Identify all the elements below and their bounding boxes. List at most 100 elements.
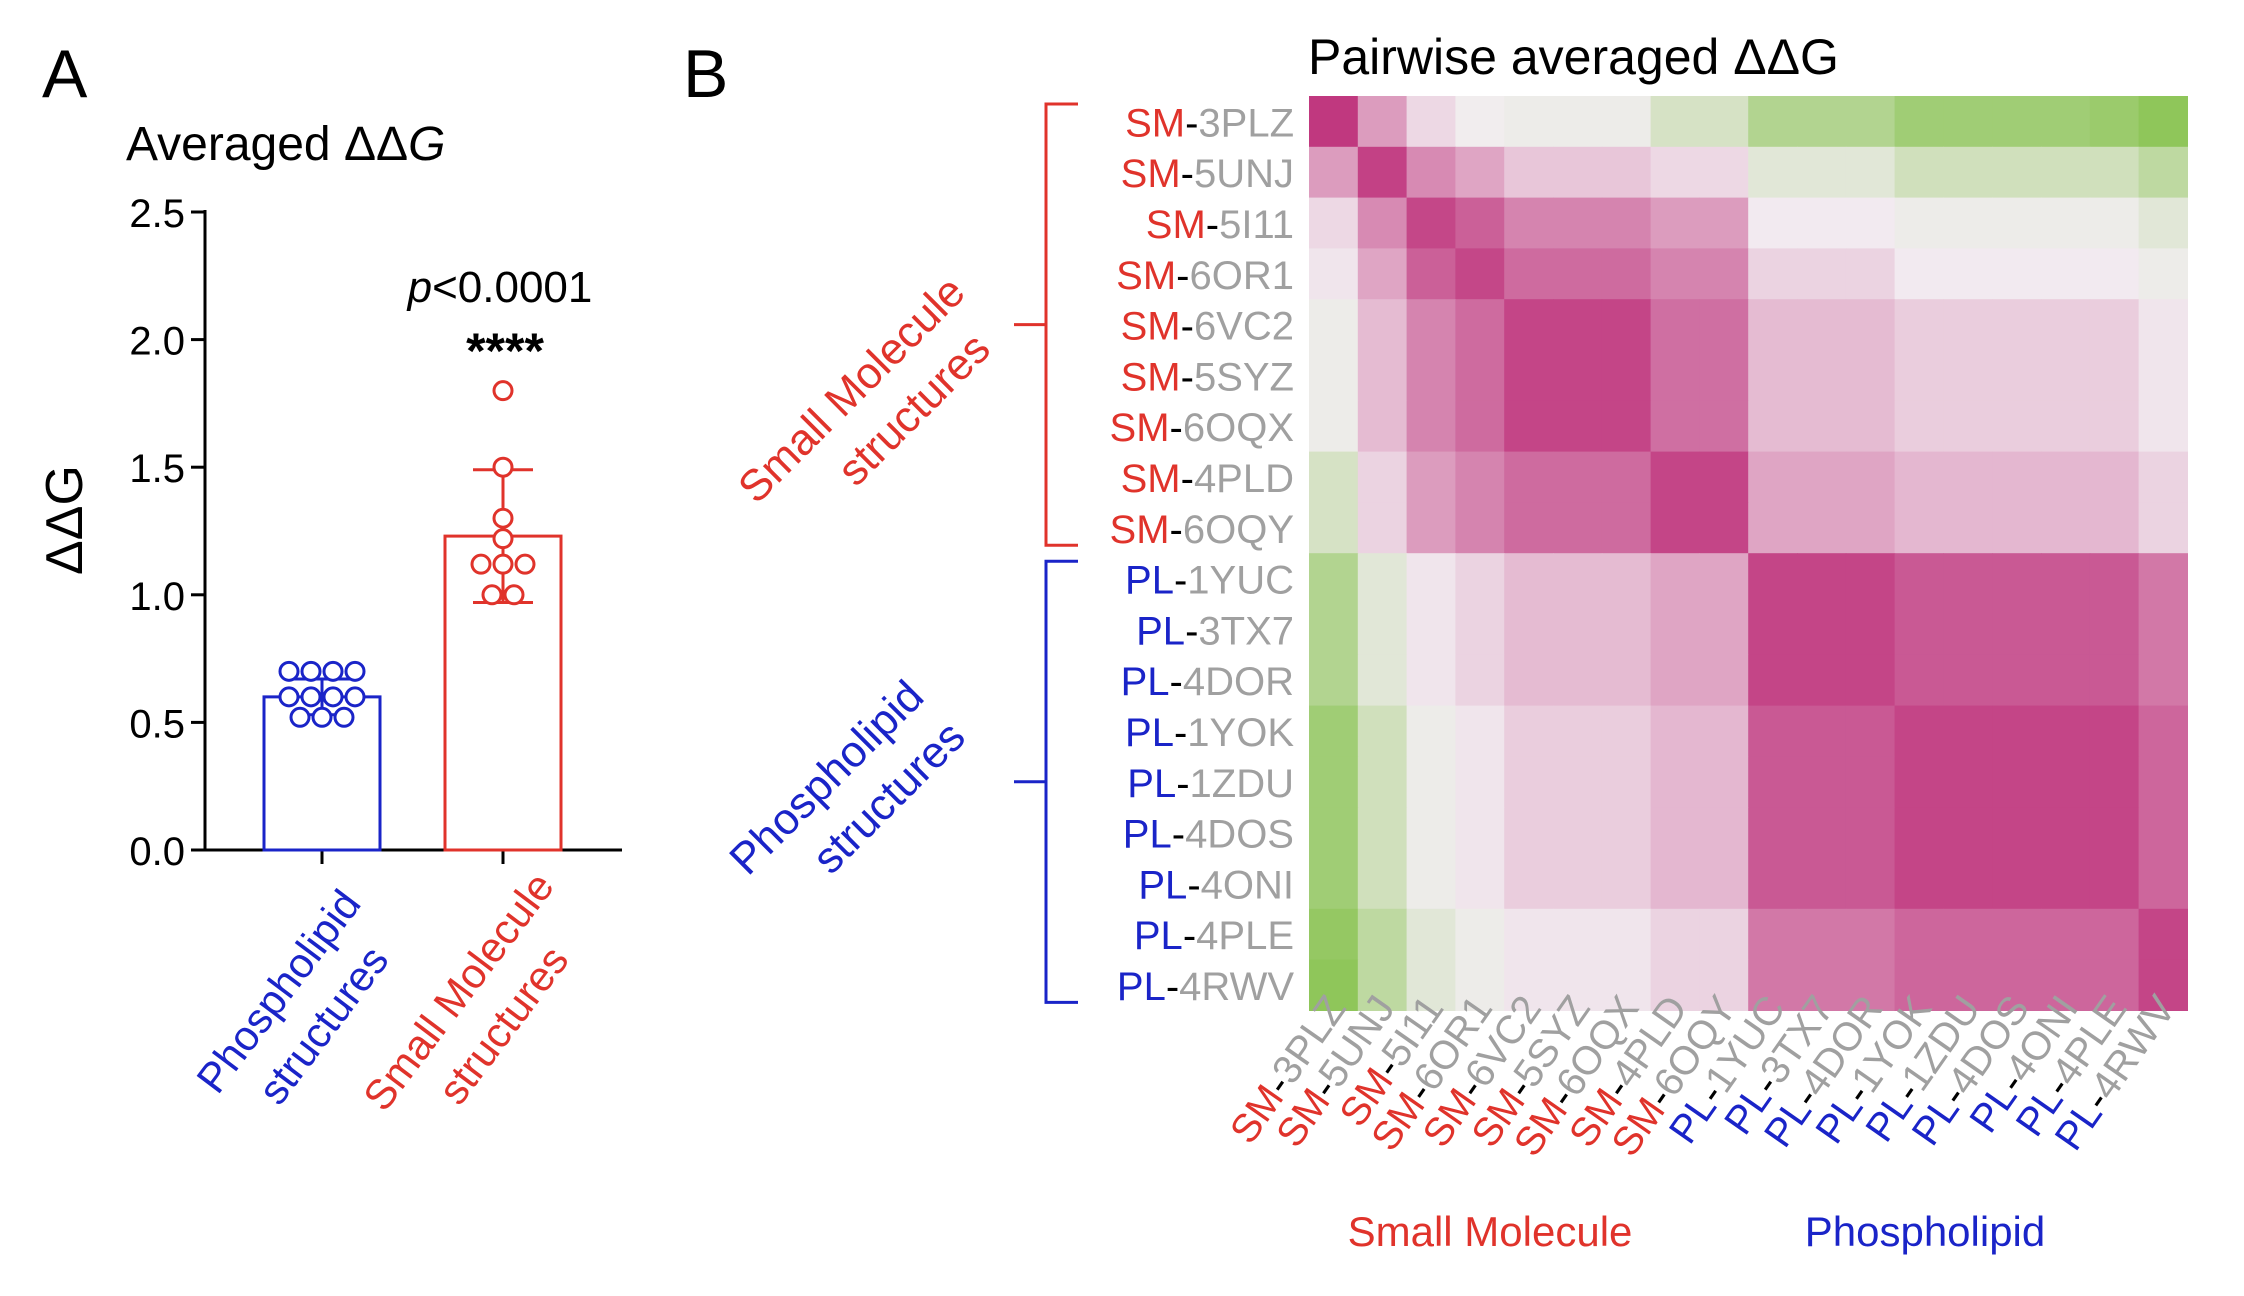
data-point bbox=[492, 380, 514, 402]
heatmap-cell bbox=[1504, 248, 1554, 300]
data-point bbox=[278, 660, 300, 682]
heatmap-cell bbox=[1992, 908, 2042, 961]
heatmap-cell bbox=[1894, 299, 1944, 351]
heatmap-cell bbox=[1943, 350, 1993, 402]
heatmap-cell bbox=[1357, 197, 1408, 249]
heatmap-cell bbox=[1309, 654, 1359, 707]
heatmap-cell bbox=[2041, 350, 2091, 402]
heatmap-cell bbox=[1406, 146, 1456, 199]
heatmap-cell bbox=[1992, 96, 2042, 148]
heatmap-cell bbox=[1553, 146, 1603, 199]
heatmap-cell bbox=[1601, 400, 1652, 453]
data-point bbox=[492, 456, 514, 478]
row-label-group: PL bbox=[1123, 813, 1172, 857]
heatmap-cell bbox=[1699, 858, 1749, 910]
row-label: PL-4DOS bbox=[1123, 813, 1294, 857]
heatmap-cell bbox=[1845, 248, 1896, 300]
heatmap-cell bbox=[1845, 908, 1896, 961]
heatmap-cell bbox=[1504, 146, 1554, 199]
heatmap-cell bbox=[1748, 604, 1798, 656]
heatmap-cell bbox=[1797, 248, 1847, 300]
heatmap-cell bbox=[2138, 248, 2188, 300]
heatmap-cell bbox=[1748, 756, 1798, 808]
heatmap-cell bbox=[1943, 959, 1993, 1011]
heatmap-cell bbox=[1601, 604, 1652, 656]
row-label-group: SM bbox=[1121, 457, 1181, 501]
heatmap-cell bbox=[1504, 299, 1554, 351]
row-label: PL-4PLE bbox=[1134, 914, 1294, 958]
row-label-id: 6VC2 bbox=[1194, 305, 1294, 349]
row-label-dash: - bbox=[1174, 711, 1187, 755]
heatmap-cell bbox=[1406, 350, 1456, 402]
heatmap-cell bbox=[1455, 807, 1505, 859]
heatmap-cell bbox=[1699, 604, 1749, 656]
heatmap-cell bbox=[1650, 756, 1700, 808]
row-label-id: 1ZDU bbox=[1190, 762, 1294, 806]
p-value-italic: p bbox=[406, 263, 432, 312]
heatmap-cell bbox=[1406, 705, 1456, 757]
row-label: SM-5UNJ bbox=[1121, 152, 1294, 196]
heatmap-cell bbox=[1943, 299, 1993, 351]
heatmap-cell bbox=[1309, 807, 1359, 859]
heatmap-cell bbox=[1455, 299, 1505, 351]
row-label-id: 4RWV bbox=[1179, 965, 1294, 1009]
heatmap-cell bbox=[1894, 197, 1944, 249]
heatmap-cell bbox=[1406, 807, 1456, 859]
heatmap-cell bbox=[1455, 146, 1505, 199]
heatmap-cell bbox=[2089, 756, 2140, 808]
heatmap-cell bbox=[1601, 959, 1652, 1011]
heatmap-cell bbox=[1553, 350, 1603, 402]
heatmap-cell bbox=[2138, 756, 2188, 808]
heatmap-cell bbox=[1357, 604, 1408, 656]
heatmap-cell bbox=[2041, 248, 2091, 300]
y-tick-label: 0.5 bbox=[129, 702, 185, 746]
heatmap-cell bbox=[1992, 350, 2042, 402]
heatmap-cell bbox=[1894, 604, 1944, 656]
heatmap-cell bbox=[1748, 705, 1798, 757]
row-label: PL-4ONI bbox=[1138, 863, 1294, 907]
heatmap-cell bbox=[1699, 908, 1749, 961]
heatmap-cell bbox=[1845, 858, 1896, 910]
heatmap-cell bbox=[2041, 756, 2091, 808]
heatmap-cell bbox=[1455, 502, 1505, 554]
heatmap-cell bbox=[1504, 908, 1554, 961]
heatmap-cell bbox=[1699, 96, 1749, 148]
heatmap-cell bbox=[2138, 553, 2188, 605]
row-group-bracket bbox=[1014, 559, 1078, 1004]
data-point bbox=[289, 706, 311, 728]
heatmap-cell bbox=[1894, 807, 1944, 859]
heatmap-cell bbox=[1894, 451, 1944, 503]
heatmap-cell bbox=[1406, 451, 1456, 503]
row-label-id: 1YOK bbox=[1187, 711, 1294, 755]
p-value-annotation: p<0.0001 bbox=[406, 263, 593, 312]
heatmap-cell bbox=[1845, 807, 1896, 859]
heatmap-cell bbox=[1553, 604, 1603, 656]
row-label-group: SM bbox=[1121, 152, 1181, 196]
heatmap-cell bbox=[1357, 807, 1408, 859]
row-label-id: 6OQY bbox=[1183, 508, 1294, 552]
heatmap-cell bbox=[1406, 553, 1456, 605]
heatmap-cell bbox=[1309, 146, 1359, 199]
heatmap-cell bbox=[1992, 756, 2042, 808]
row-label: SM-3PLZ bbox=[1125, 101, 1294, 145]
heatmap-cell bbox=[1845, 705, 1896, 757]
row-label: PL-1YUC bbox=[1125, 559, 1294, 603]
heatmap-cell bbox=[1309, 248, 1359, 300]
heatmap-cell bbox=[1455, 197, 1505, 249]
heatmap-cell bbox=[1748, 146, 1798, 199]
heatmap-cell bbox=[1553, 299, 1603, 351]
data-point bbox=[503, 584, 525, 606]
heatmap-cell bbox=[1894, 350, 1944, 402]
heatmap-cell bbox=[2041, 502, 2091, 554]
heatmap-cell bbox=[1943, 604, 1993, 656]
heatmap-cell bbox=[1992, 959, 2042, 1011]
heatmap-cell bbox=[1748, 502, 1798, 554]
heatmap-cell bbox=[1455, 451, 1505, 503]
heatmap-cell bbox=[2138, 146, 2188, 199]
significance-stars: **** bbox=[466, 323, 544, 379]
heatmap-cell bbox=[1406, 756, 1456, 808]
heatmap-cell bbox=[1455, 400, 1505, 453]
heatmap-cell bbox=[1601, 96, 1652, 148]
heatmap-cell bbox=[2089, 553, 2140, 605]
heatmap-cell bbox=[2138, 197, 2188, 249]
